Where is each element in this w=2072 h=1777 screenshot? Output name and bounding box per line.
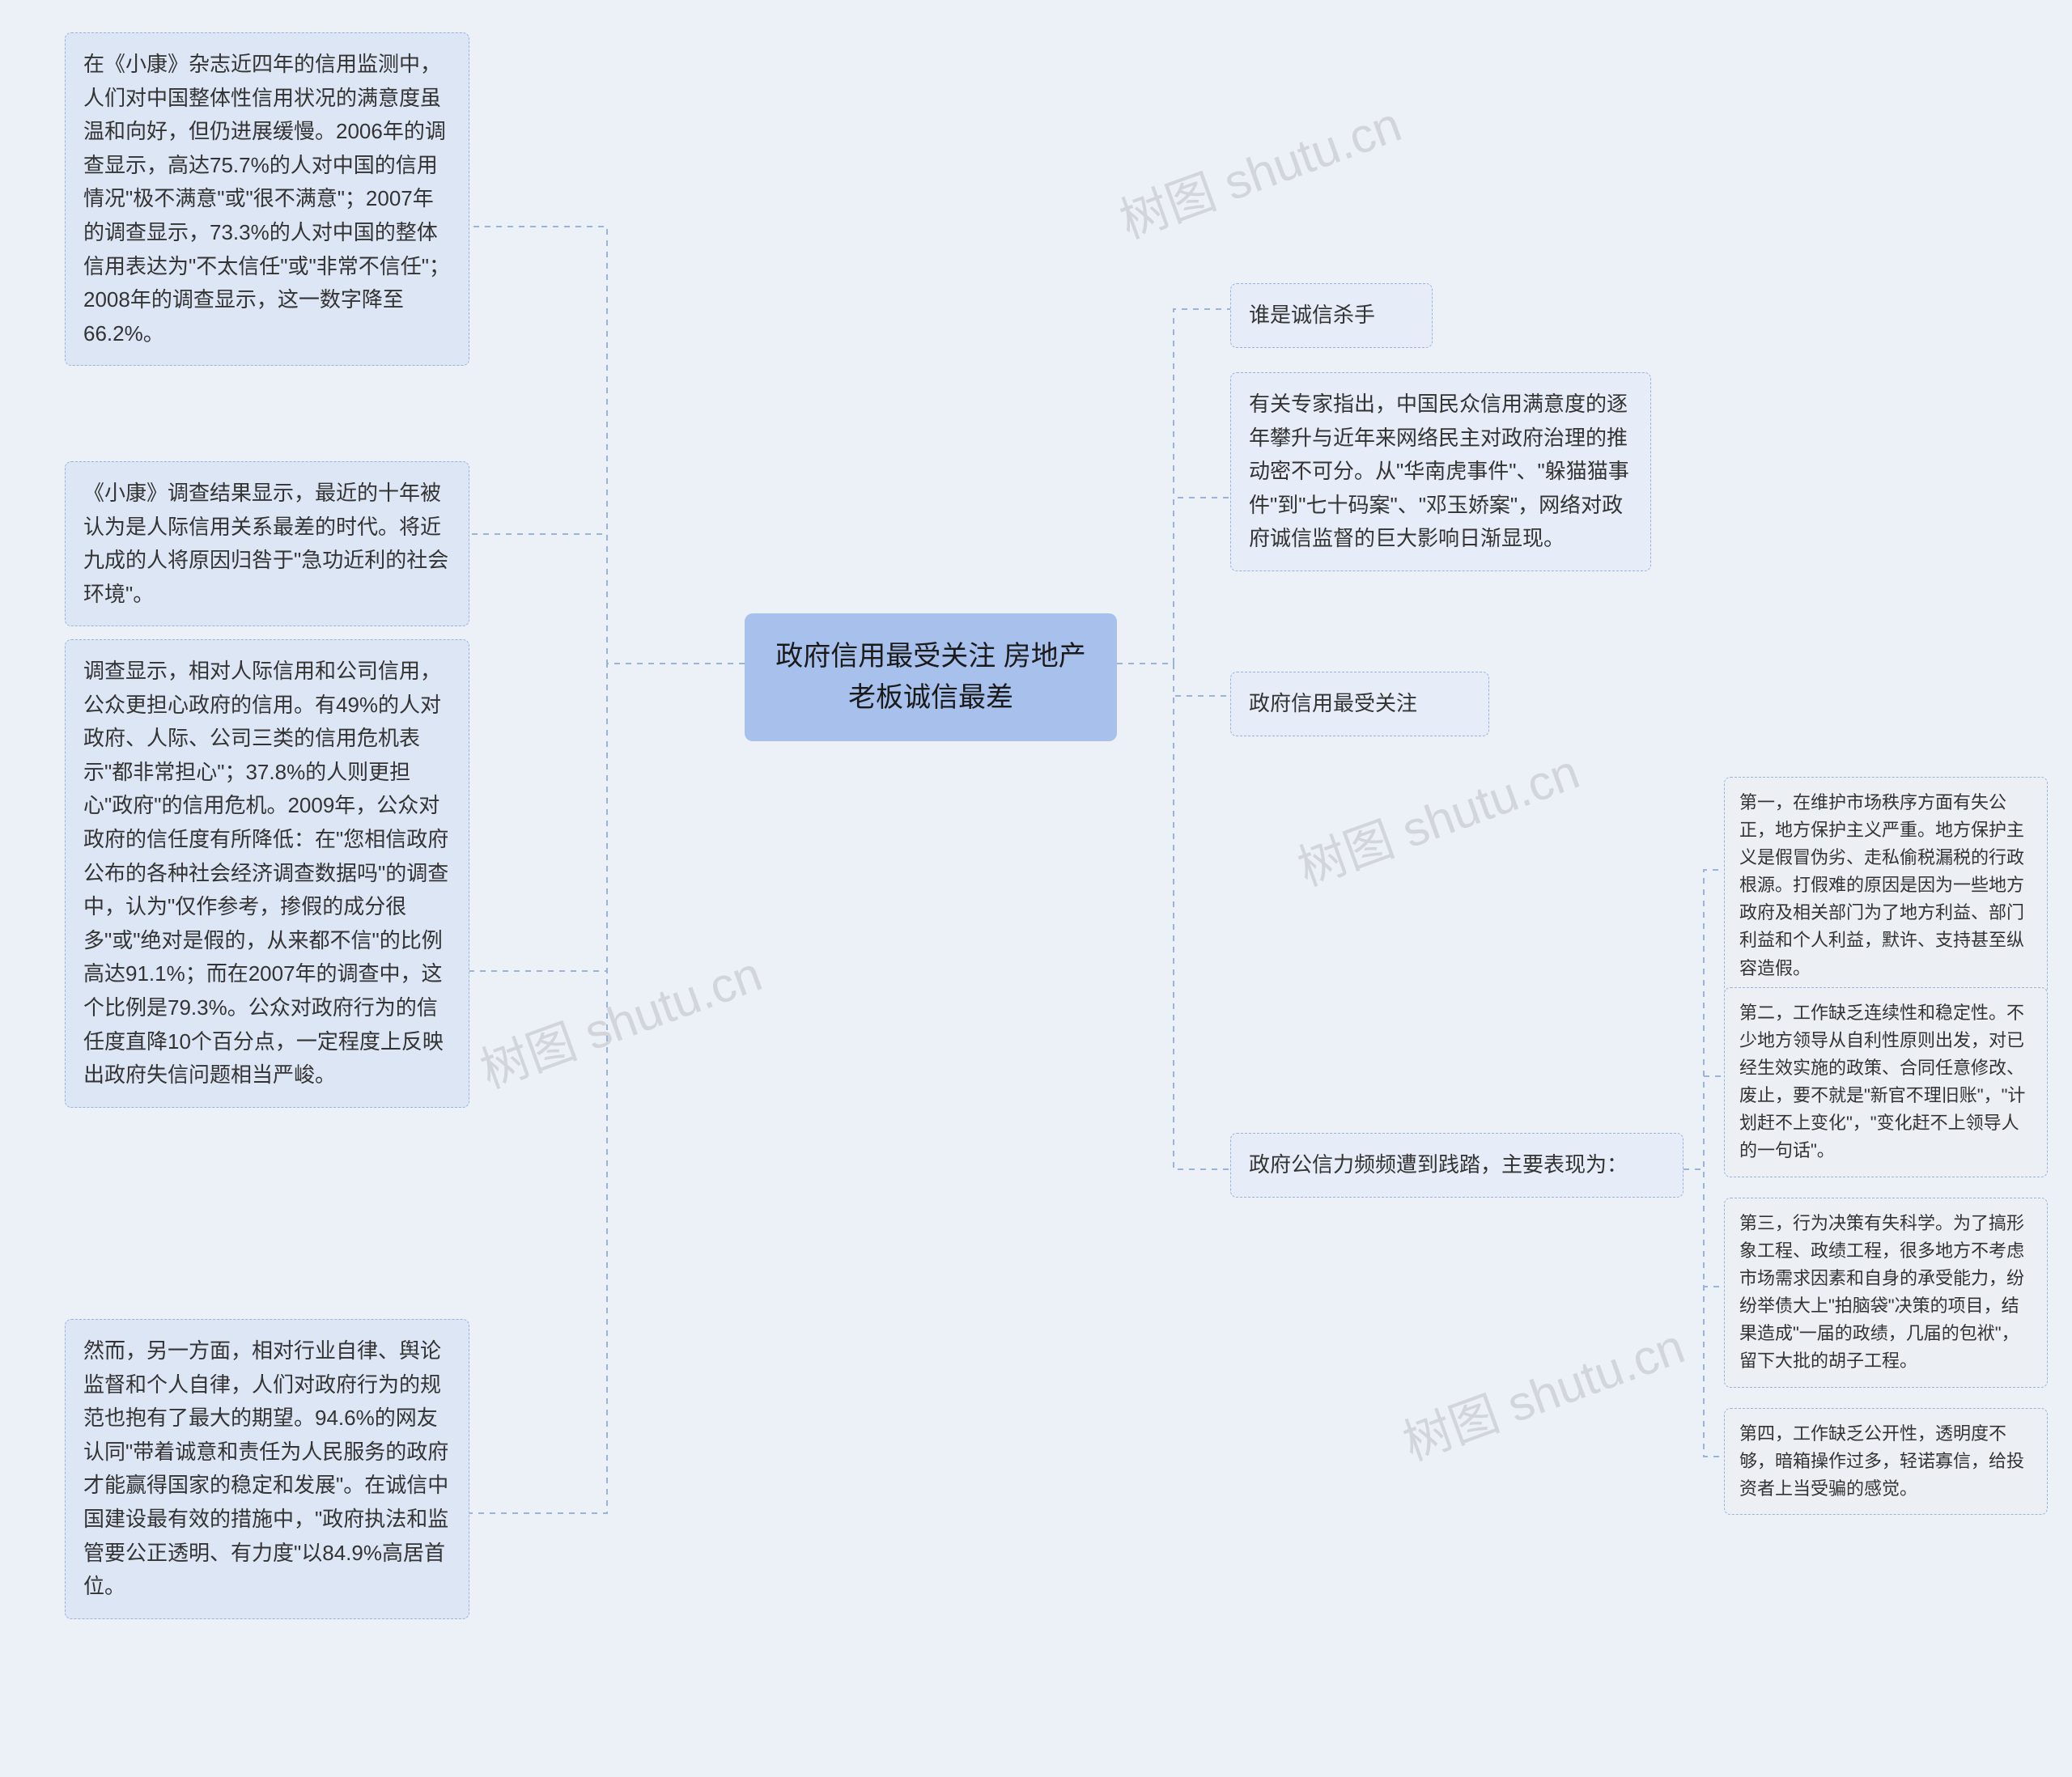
child-node-0-text: 第一，在维护市场秩序方面有失公正，地方保护主义严重。地方保护主义是假冒伪劣、走私… <box>1739 792 2024 978</box>
right-node-2[interactable]: 政府信用最受关注 <box>1230 672 1489 736</box>
child-node-2-text: 第三，行为决策有失科学。为了搞形象工程、政绩工程，很多地方不考虑市场需求因素和自… <box>1739 1213 2024 1371</box>
child-node-3-text: 第四，工作缺乏公开性，透明度不够，暗箱操作过多，轻诺寡信，给投资者上当受骗的感觉… <box>1739 1423 2024 1499</box>
child-node-3[interactable]: 第四，工作缺乏公开性，透明度不够，暗箱操作过多，轻诺寡信，给投资者上当受骗的感觉… <box>1724 1408 2048 1515</box>
watermark: 树图 shutu.cn <box>1392 1308 1692 1474</box>
right-node-1-text: 有关专家指出，中国民众信用满意度的逐年攀升与近年来网络民主对政府治理的推动密不可… <box>1249 392 1629 550</box>
right-node-2-text: 政府信用最受关注 <box>1249 691 1417 715</box>
watermark: 树图 shutu.cn <box>1287 733 1587 900</box>
left-node-2-text: 调查显示，相对人际信用和公司信用，公众更担心政府的信用。有49%的人对政府、人际… <box>83 659 448 1087</box>
right-node-0[interactable]: 谁是诚信杀手 <box>1230 283 1433 348</box>
left-node-3-text: 然而，另一方面，相对行业自律、舆论监督和个人自律，人们对政府行为的规范也抱有了最… <box>83 1338 448 1598</box>
child-node-1-text: 第二，工作缺乏连续性和稳定性。不少地方领导从自利性原则出发，对已经生效实施的政策… <box>1739 1003 2025 1160</box>
child-node-1[interactable]: 第二，工作缺乏连续性和稳定性。不少地方领导从自利性原则出发，对已经生效实施的政策… <box>1724 987 2048 1177</box>
left-node-2[interactable]: 调查显示，相对人际信用和公司信用，公众更担心政府的信用。有49%的人对政府、人际… <box>65 639 469 1108</box>
right-node-3-text: 政府公信力频频遭到践踏，主要表现为： <box>1249 1152 1628 1177</box>
root-line1: 政府信用最受关注 房地产 <box>775 641 1085 672</box>
left-node-1-text: 《小康》调查结果显示，最近的十年被认为是人际信用关系最差的时代。将近九成的人将原… <box>83 481 448 606</box>
left-node-0-text: 在《小康》杂志近四年的信用监测中，人们对中国整体性信用状况的满意度虽温和向好，但… <box>83 52 450 346</box>
left-node-1[interactable]: 《小康》调查结果显示，最近的十年被认为是人际信用关系最差的时代。将近九成的人将原… <box>65 461 469 626</box>
child-node-0[interactable]: 第一，在维护市场秩序方面有失公正，地方保护主义严重。地方保护主义是假冒伪劣、走私… <box>1724 777 2048 995</box>
left-node-0[interactable]: 在《小康》杂志近四年的信用监测中，人们对中国整体性信用状况的满意度虽温和向好，但… <box>65 32 469 366</box>
root-node[interactable]: 政府信用最受关注 房地产 老板诚信最差 <box>745 613 1117 741</box>
left-node-3[interactable]: 然而，另一方面，相对行业自律、舆论监督和个人自律，人们对政府行为的规范也抱有了最… <box>65 1319 469 1619</box>
child-node-2[interactable]: 第三，行为决策有失科学。为了搞形象工程、政绩工程，很多地方不考虑市场需求因素和自… <box>1724 1198 2048 1388</box>
right-node-3[interactable]: 政府公信力频频遭到践踏，主要表现为： <box>1230 1133 1684 1198</box>
right-node-1[interactable]: 有关专家指出，中国民众信用满意度的逐年攀升与近年来网络民主对政府治理的推动密不可… <box>1230 372 1651 571</box>
watermark: 树图 shutu.cn <box>1109 86 1409 252</box>
root-line2: 老板诚信最差 <box>848 682 1013 713</box>
watermark: 树图 shutu.cn <box>469 935 770 1102</box>
right-node-0-text: 谁是诚信杀手 <box>1249 303 1375 327</box>
